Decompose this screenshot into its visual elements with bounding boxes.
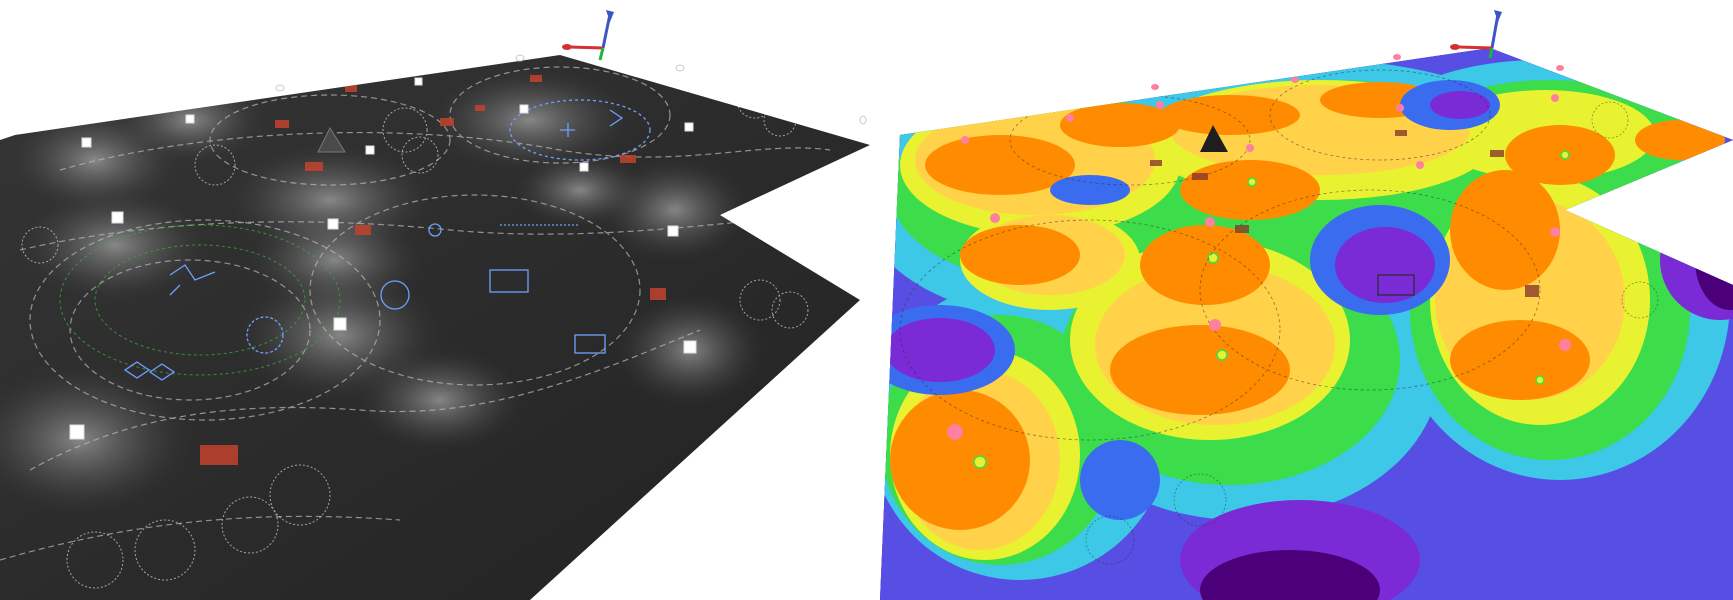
left-red-blocks bbox=[200, 75, 666, 465]
left-lamp-post-icons bbox=[69, 77, 697, 440]
right-cone-object-icon bbox=[1200, 125, 1228, 152]
left-lamp-heads-outline bbox=[275, 54, 867, 125]
right-false-color-view bbox=[880, 10, 1733, 600]
left-cone-object-icon bbox=[317, 126, 346, 153]
right-axis-gizmo-icon bbox=[1450, 10, 1502, 59]
right-tree-outlines bbox=[1085, 101, 1659, 565]
left-axis-gizmo-icon bbox=[562, 10, 614, 61]
false-color-contours bbox=[880, 48, 1733, 600]
left-blue-details bbox=[123, 99, 651, 381]
right-lamp-markers bbox=[947, 94, 1571, 440]
right-lamp-heads-outline bbox=[1151, 54, 1564, 90]
left-green-rings bbox=[59, 224, 341, 376]
left-path-lines bbox=[0, 66, 831, 561]
left-render-view bbox=[0, 10, 870, 600]
left-light-pools bbox=[0, 65, 770, 520]
right-building-footprint bbox=[1377, 274, 1415, 296]
